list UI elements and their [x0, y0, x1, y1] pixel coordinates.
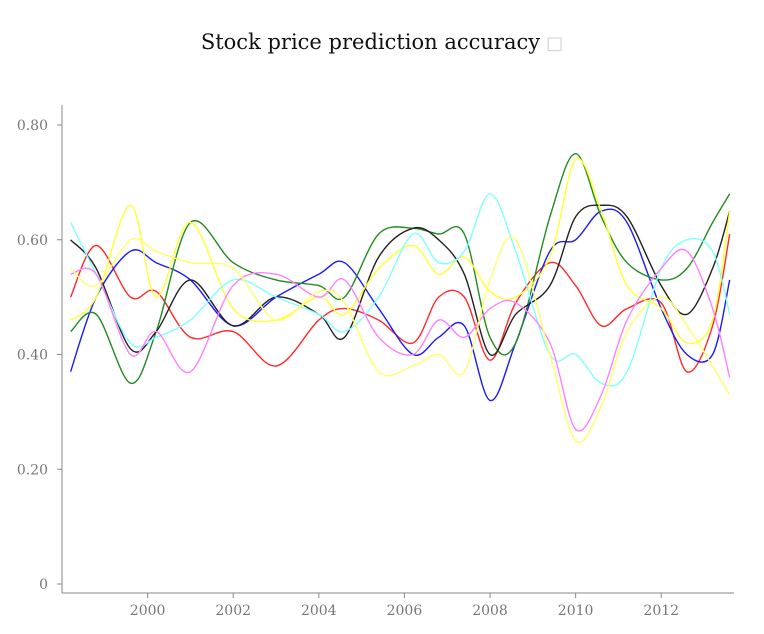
chart-axes: 0 0.20 0.40 0.60 0.80 2000 2002 2004 2006 2008 201… — [17, 105, 734, 619]
x-tick-label: 2000 — [130, 603, 166, 619]
y-tick-label: 0.60 — [17, 233, 48, 249]
series-line-3[interactable] — [70, 152, 731, 384]
series-line-8[interactable] — [70, 236, 731, 444]
series-line-5[interactable] — [70, 157, 731, 345]
download-icon[interactable]: □ — [546, 33, 564, 54]
x-tick-label: 2010 — [558, 603, 594, 619]
x-tick-label: 2008 — [472, 603, 508, 619]
series-line-6[interactable] — [69, 193, 731, 387]
y-tick-label: 0.40 — [17, 348, 48, 364]
series-line-4[interactable] — [70, 204, 731, 356]
x-tick-label: 2002 — [215, 603, 251, 619]
y-tick-label: 0.80 — [17, 118, 48, 134]
series-line-2[interactable] — [69, 208, 731, 402]
series-line-1[interactable] — [69, 233, 731, 373]
x-tick-label: 2012 — [643, 603, 679, 619]
y-tick-label: 0 — [39, 577, 48, 593]
x-tick-label: 2004 — [301, 603, 337, 619]
series-line-7[interactable] — [70, 248, 731, 432]
x-tick-label: 2006 — [387, 603, 423, 619]
chart-title-text: Stock price prediction accuracy — [200, 30, 541, 54]
y-tick-label: 0.20 — [17, 462, 48, 478]
chart-title: Stock price prediction accuracy □ — [0, 30, 764, 54]
chart-series — [69, 152, 731, 444]
